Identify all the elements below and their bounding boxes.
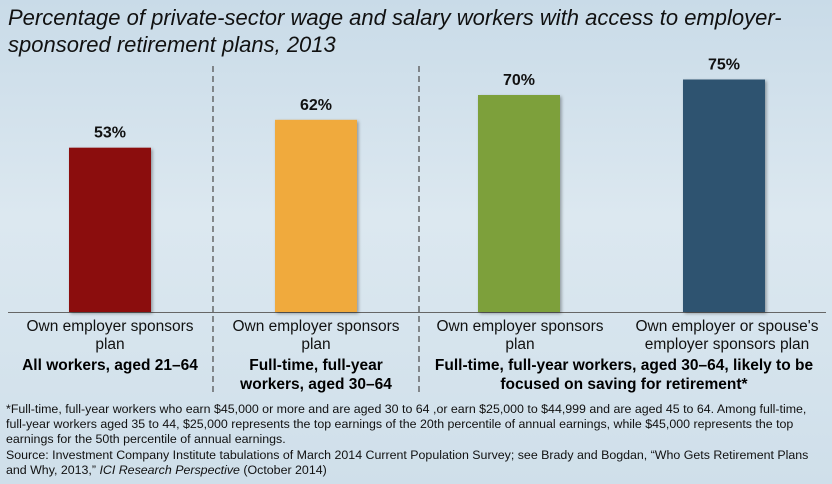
bar-1 [69, 147, 151, 312]
source-prefix: Source: Investment Company Institute tab… [6, 447, 809, 477]
group-label-all-workers: All workers, aged 21–64 [22, 357, 198, 374]
source-note: Source: Investment Company Institute tab… [6, 448, 826, 478]
source-suffix: (October 2014) [243, 462, 327, 477]
category-label-3: Own employer sponsors plan [436, 318, 604, 353]
footnote-text: *Full-time, full-year workers who earn $… [6, 402, 807, 447]
chart-title: Percentage of private-sector wage and sa… [8, 5, 782, 57]
bar-value-label-2: 62% [300, 97, 332, 114]
category-label-4: Own employer or spouse's employer sponso… [635, 318, 819, 353]
bar-value-label-4: 75% [708, 57, 740, 74]
group-label-full-time: Full-time, full-year workers, aged 30–64 [240, 357, 392, 393]
category-label-1: Own employer sponsors plan [26, 318, 194, 353]
bar-3 [478, 95, 560, 312]
bar-value-label-3: 70% [503, 72, 535, 89]
bar-2 [275, 119, 357, 312]
bar-chart: 53% 62% 70% 75% [8, 57, 826, 396]
group-label-focused-saving: Full-time, full-year workers, aged 30–64… [434, 357, 814, 393]
bar-value-label-1: 53% [94, 125, 126, 142]
source-publication: ICI Research Perspective [99, 462, 240, 477]
footnote: *Full-time, full-year workers who earn $… [6, 402, 826, 478]
category-label-2: Own employer sponsors plan [232, 318, 400, 353]
bar-4 [683, 79, 765, 312]
